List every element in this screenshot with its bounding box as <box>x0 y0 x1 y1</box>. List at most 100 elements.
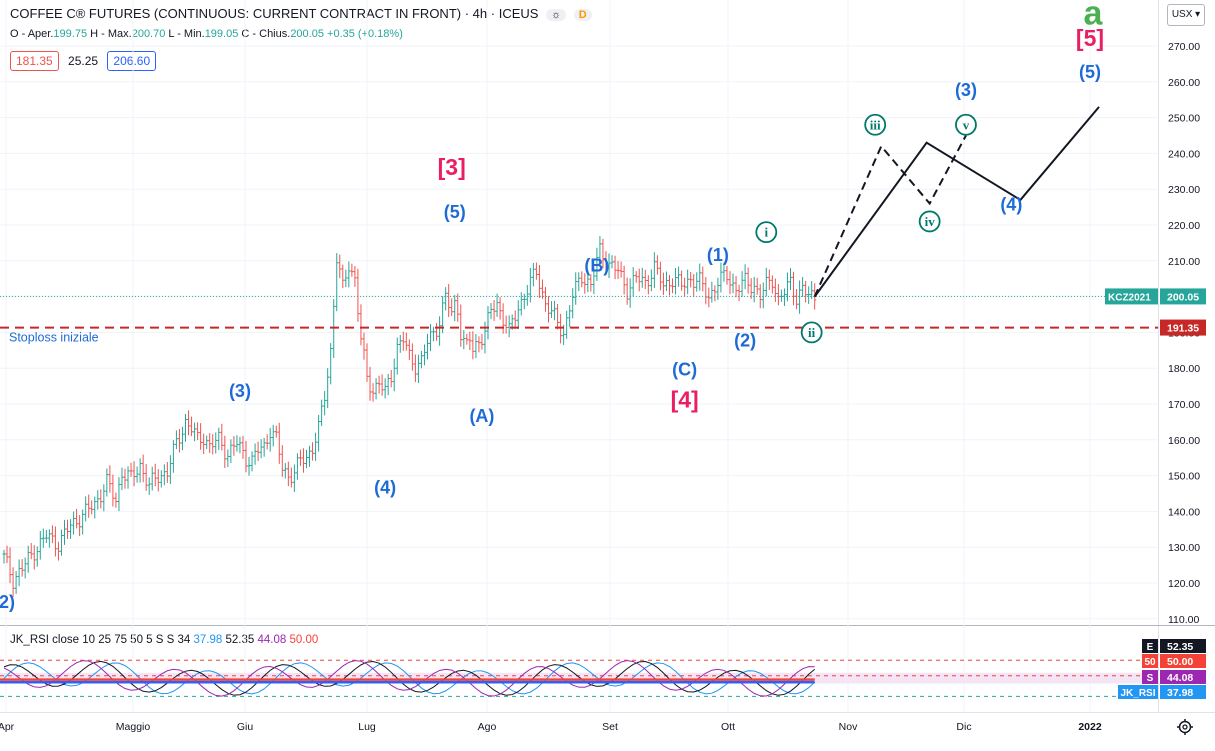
rsi-axis-value-box <box>1160 670 1206 684</box>
price-bar <box>111 474 115 507</box>
price-bar <box>75 508 79 529</box>
price-bar <box>438 316 442 346</box>
price-bar <box>713 285 717 302</box>
price-tick-label: 110.00 <box>1168 614 1199 626</box>
price-bar <box>153 463 157 487</box>
price-bar <box>56 541 60 561</box>
price-bar <box>574 272 578 305</box>
subwave-label: v <box>963 117 970 132</box>
price-bar <box>168 455 172 484</box>
price-bar <box>631 267 635 297</box>
eye-icon[interactable]: ☼ <box>546 9 567 21</box>
price-bar <box>571 288 575 319</box>
low-label: L - Min. <box>168 28 205 40</box>
price-tick-label: 130.00 <box>1168 542 1200 554</box>
price-bar <box>20 559 24 577</box>
price-bar <box>23 557 27 579</box>
rsi-name[interactable]: JK_RSI close 10 25 75 50 5 S S 34 <box>10 634 191 646</box>
price-bar <box>704 276 708 305</box>
price-bar <box>480 333 484 350</box>
price-bar <box>507 315 511 338</box>
price-bar <box>298 449 302 466</box>
price-bar <box>725 265 729 285</box>
rsi-axis-value-box <box>1160 639 1206 653</box>
price-bar <box>528 267 532 303</box>
price-bar <box>422 344 426 366</box>
price-bar <box>280 445 284 477</box>
price-bar <box>286 461 290 487</box>
price-bar <box>371 383 375 402</box>
gear-icon[interactable] <box>1176 718 1194 736</box>
price-bar <box>798 280 802 314</box>
price-bar <box>344 269 348 288</box>
chart-header: COFFEE C® FUTURES (CONTINUOUS: CURRENT C… <box>10 6 592 21</box>
price-bar <box>289 467 293 488</box>
price-tick-label: 260.00 <box>1168 77 1200 89</box>
price-bar <box>680 270 684 291</box>
price-bar <box>495 293 499 317</box>
symbol-title[interactable]: COFFEE C® FUTURES (CONTINUOUS: CURRENT C… <box>10 6 462 21</box>
data-tag-d[interactable]: D <box>573 9 592 21</box>
bid-price-box[interactable]: 181.35 <box>10 51 59 71</box>
price-bar <box>516 300 520 330</box>
price-tick-label: 220.00 <box>1168 220 1200 232</box>
price-bar <box>35 546 39 567</box>
open-label: O - Aper. <box>10 28 54 40</box>
price-bar <box>305 449 308 469</box>
subwave-label: i <box>764 225 768 240</box>
rsi-value-4: 50.00 <box>289 634 319 646</box>
price-bar <box>341 264 345 289</box>
price-bar <box>283 463 287 479</box>
timeframe[interactable]: 4h <box>472 6 488 21</box>
price-bar <box>174 430 178 450</box>
current-symbol-tag <box>1105 288 1158 305</box>
price-bar <box>292 464 296 492</box>
price-bar <box>776 284 780 306</box>
wave-label: (1) <box>707 245 729 265</box>
price-bar <box>377 375 381 394</box>
price-bar <box>719 262 723 293</box>
price-bar <box>256 441 260 462</box>
time-axis-label: Apr <box>0 721 15 733</box>
rsi-axis-value-box <box>1160 685 1206 699</box>
price-bar <box>226 449 230 468</box>
price-bar <box>311 442 315 461</box>
price-bar <box>32 545 36 570</box>
price-bar <box>72 511 76 535</box>
price-bar <box>171 440 175 473</box>
price-bar <box>486 306 490 340</box>
price-tick-label: 150.00 <box>1168 471 1200 483</box>
price-bar <box>250 451 254 472</box>
price-bar <box>435 323 439 341</box>
price-bar <box>519 292 523 316</box>
price-bar <box>710 281 714 303</box>
price-bar <box>498 297 502 320</box>
wave-label: (4) <box>1000 195 1022 215</box>
price-bar <box>93 496 97 519</box>
price-bar <box>658 261 662 291</box>
projection-line-solid <box>813 106 1100 298</box>
price-bar <box>556 304 560 330</box>
price-bar <box>383 378 387 399</box>
price-bar <box>229 439 233 464</box>
price-bar <box>238 436 242 454</box>
currency-selector[interactable]: USX ▾ <box>1167 4 1205 26</box>
price-bar <box>44 530 48 543</box>
price-bar <box>731 273 735 294</box>
price-bar <box>407 339 411 361</box>
price-bar <box>625 277 629 305</box>
price-bar <box>17 559 21 587</box>
price-bar <box>795 288 799 310</box>
price-bar <box>677 266 681 287</box>
rsi-axis-value: 44.08 <box>1167 672 1193 684</box>
subwave-circle <box>800 321 823 344</box>
time-axis-label: Giu <box>237 721 254 733</box>
price-bar <box>426 333 429 360</box>
price-bar <box>129 462 133 477</box>
ask-price-box[interactable]: 206.60 <box>107 51 157 71</box>
time-axis-label: 2022 <box>1078 721 1102 733</box>
price-bar <box>156 469 160 492</box>
price-bar <box>84 496 88 522</box>
price-bar <box>389 369 393 388</box>
